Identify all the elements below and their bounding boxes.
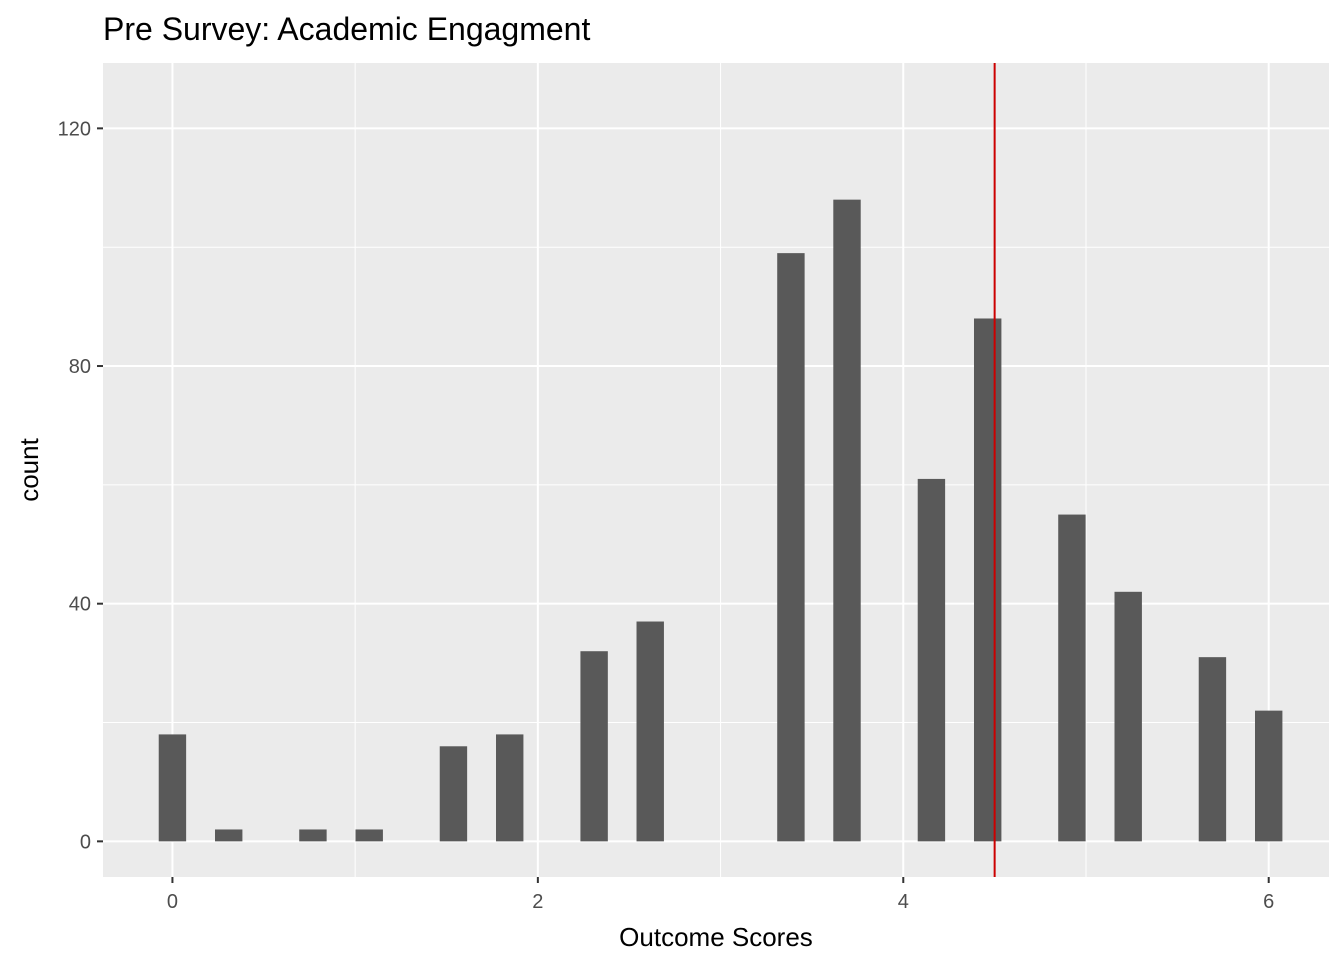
bar — [299, 829, 327, 842]
y-tick-label: 120 — [58, 118, 91, 140]
x-axis-ticks: 0 2 4 6 — [167, 877, 1274, 913]
bar — [1198, 657, 1227, 842]
y-tick-label: 40 — [69, 594, 91, 616]
bar — [636, 621, 664, 842]
bar — [580, 651, 608, 842]
y-tick-label: 80 — [69, 356, 91, 378]
bar — [215, 829, 243, 842]
y-axis-title: count — [14, 437, 44, 501]
bar — [1255, 710, 1283, 842]
x-axis-title: Outcome Scores — [619, 922, 813, 952]
bar — [917, 478, 946, 842]
bars — [158, 199, 1283, 842]
x-tick-label: 0 — [167, 891, 178, 913]
bar — [777, 253, 805, 842]
chart-title: Pre Survey: Academic Engagment — [103, 11, 590, 47]
y-axis-ticks: 0 40 80 120 — [58, 118, 103, 853]
bar — [1114, 591, 1142, 842]
bar — [496, 734, 524, 842]
bar — [158, 734, 187, 842]
bar — [1058, 514, 1086, 842]
y-tick-label: 0 — [80, 831, 91, 853]
x-tick-label: 4 — [898, 891, 909, 913]
bar — [973, 318, 1002, 842]
bar — [355, 829, 383, 842]
bar — [833, 199, 861, 842]
x-tick-label: 2 — [532, 891, 543, 913]
x-tick-label: 6 — [1263, 891, 1274, 913]
plot-panel — [103, 63, 1329, 877]
bar — [439, 746, 468, 842]
